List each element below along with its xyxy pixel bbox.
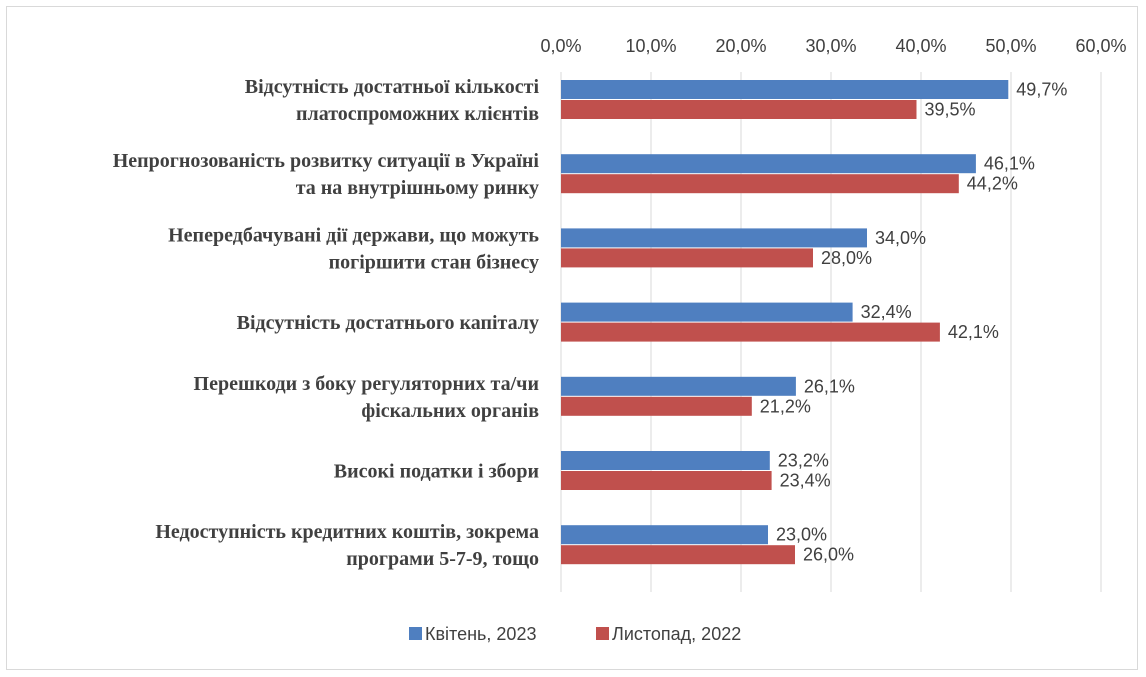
bar-november-2022 [561,545,795,565]
bar-april-2023 [561,525,768,545]
x-tick-label: 30,0% [805,36,856,56]
bar-november-2022 [561,471,772,490]
x-tick-label: 0,0% [540,36,581,56]
bar-november-2022 [561,248,813,268]
data-label: 44,2% [967,174,1018,194]
bar-april-2023 [561,80,1009,99]
bar-april-2023 [561,154,976,174]
data-label: 32,4% [861,302,912,322]
bar-april-2023 [561,376,796,396]
category-label: Відсутність достатньої кількості [245,76,540,98]
data-label: 28,0% [821,248,872,268]
data-label: 23,2% [778,451,829,471]
x-tick-label: 20,0% [715,36,766,56]
bar-april-2023 [561,302,853,322]
category-label: Відсутність достатнього капіталу [237,312,539,334]
data-label: 26,0% [803,545,854,565]
data-label: 39,5% [925,100,976,120]
data-label: 34,0% [875,228,926,248]
legend-swatch [596,627,609,640]
data-label: 23,0% [776,525,827,545]
category-label: платоспроможних клієнтів [296,103,539,125]
bar-april-2023 [561,451,770,470]
x-tick-label: 10,0% [625,36,676,56]
data-label: 42,1% [948,322,999,342]
data-label: 23,4% [780,471,831,491]
bar-november-2022 [561,322,940,342]
category-label: Високі податки і збори [334,461,539,483]
bar-november-2022 [561,174,959,194]
x-tick-label: 40,0% [895,36,946,56]
category-label: програми 5-7-9, тощо [346,548,539,570]
category-label: фіскальних органів [361,400,539,422]
bar-november-2022 [561,396,752,416]
category-label: Недоступність кредитних коштів, зокрема [155,521,539,543]
category-label: та на внутрішньому ринку [296,177,539,199]
data-label: 21,2% [760,396,811,416]
data-label: 26,1% [804,376,855,396]
legend-swatch [409,627,422,640]
category-label: Непрогнозованість розвитку ситуації в Ук… [113,150,540,172]
bar-april-2023 [561,228,867,248]
x-tick-label: 50,0% [985,36,1036,56]
category-label: Перешкоди з боку регуляторних та/чи [194,373,539,395]
category-label: погіршити стан бізнесу [329,251,539,273]
x-tick-label: 60,0% [1075,36,1126,56]
legend-label: Квітень, 2023 [425,624,536,644]
data-label: 46,1% [984,154,1035,174]
category-label: Непередбачувані дії держави, що можуть [168,224,539,246]
legend-label: Листопад, 2022 [612,624,741,644]
bar-november-2022 [561,100,917,119]
data-label: 49,7% [1016,80,1067,100]
